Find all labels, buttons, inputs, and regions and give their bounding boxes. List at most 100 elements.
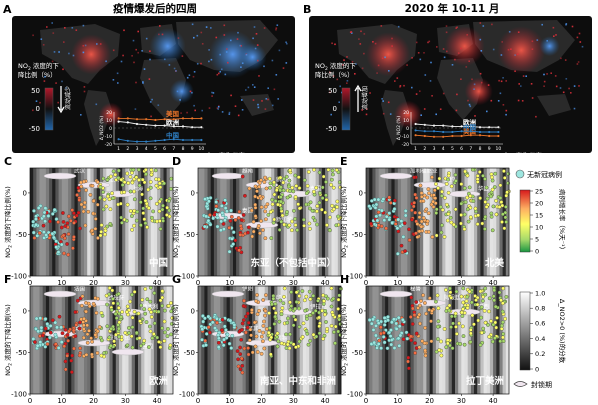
map-pixel xyxy=(39,101,41,104)
case-point xyxy=(117,326,121,331)
case-point xyxy=(302,217,306,222)
case-point xyxy=(287,223,292,228)
case-point xyxy=(292,314,296,319)
case-point xyxy=(111,169,116,174)
case-point xyxy=(461,286,466,291)
map-pixel xyxy=(191,91,193,94)
case-point xyxy=(382,218,387,223)
case-point xyxy=(407,238,412,242)
case-point xyxy=(336,307,340,311)
case-point xyxy=(75,298,80,303)
frac-background-column xyxy=(287,168,291,276)
frac-background-column xyxy=(318,286,323,394)
lockdown-period xyxy=(379,172,413,180)
case-point xyxy=(315,209,319,214)
case-point xyxy=(141,211,146,215)
map-pixel xyxy=(455,27,457,29)
region-label: 南亚、中东和非洲 xyxy=(260,375,336,387)
lockdown-period xyxy=(77,339,111,347)
case-point xyxy=(95,202,100,207)
map-pixel xyxy=(487,84,490,86)
case-point xyxy=(287,178,292,183)
case-point xyxy=(367,318,372,322)
case-point xyxy=(69,358,74,363)
case-point xyxy=(396,217,401,222)
inset-series-point xyxy=(478,130,482,134)
map-b-arrow-label: 流动增加 xyxy=(361,86,369,110)
map-pixel xyxy=(252,37,254,40)
case-point xyxy=(376,197,381,202)
inset-series-point xyxy=(200,126,203,129)
case-point xyxy=(390,220,395,225)
case-point xyxy=(335,199,340,204)
panel-letter-b: B xyxy=(303,3,311,16)
frac-background-column xyxy=(458,286,462,394)
case-point xyxy=(449,325,453,329)
case-point xyxy=(315,222,319,227)
case-point xyxy=(446,173,451,178)
case-point xyxy=(71,328,76,333)
case-point xyxy=(43,344,48,349)
case-point xyxy=(499,326,504,331)
inset-extra-label: → 人口密集程度 xyxy=(495,151,542,160)
case-point xyxy=(382,331,386,335)
case-point xyxy=(380,208,384,213)
case-point xyxy=(246,352,251,357)
map-pixel xyxy=(565,78,568,80)
case-point xyxy=(286,316,290,321)
case-point xyxy=(272,180,276,185)
inset-extra-label: → 人口密集程度 xyxy=(198,151,245,160)
case-point xyxy=(154,183,159,188)
case-point xyxy=(54,239,59,244)
case-point xyxy=(160,207,165,212)
inset-x-tick: 4 xyxy=(145,146,148,152)
case-point xyxy=(148,329,153,334)
case-point xyxy=(90,352,94,357)
case-point xyxy=(148,299,153,304)
map-pixel xyxy=(82,51,85,54)
case-point xyxy=(132,309,137,314)
case-point xyxy=(70,370,74,374)
inset-y-tick: -10 xyxy=(105,134,112,140)
map-pixel xyxy=(346,56,348,58)
map-panel-b: B 2020 年 10-11 月 NO2 浓度的下 降比例（%） 50 0 -5… xyxy=(303,2,592,160)
case-point xyxy=(224,328,228,332)
case-point xyxy=(97,325,102,329)
case-point xyxy=(144,320,149,324)
case-point xyxy=(375,218,380,223)
frac-background-column xyxy=(245,168,250,276)
case-point xyxy=(393,198,397,203)
case-point xyxy=(125,171,130,176)
case-point xyxy=(427,296,432,301)
map-pixel xyxy=(143,68,146,70)
case-point xyxy=(463,200,468,204)
x-tick-label: 40 xyxy=(321,397,330,405)
inset-series-point xyxy=(451,134,454,138)
case-point xyxy=(130,315,135,320)
map-pixel xyxy=(158,33,160,36)
case-point xyxy=(388,201,393,205)
frac-background-column xyxy=(331,168,336,276)
case-point xyxy=(475,302,480,307)
case-point xyxy=(478,343,483,347)
case-point xyxy=(53,342,58,346)
frac-background-column xyxy=(407,168,411,276)
y-tick-label: 0 xyxy=(359,189,363,197)
frac-background-column xyxy=(464,168,469,276)
case-point xyxy=(285,210,289,214)
case-point xyxy=(418,183,423,188)
case-point xyxy=(128,209,133,213)
map-pixel xyxy=(374,42,377,45)
case-point xyxy=(263,236,268,241)
frac-background-column xyxy=(432,286,437,394)
case-point xyxy=(251,229,256,234)
case-point xyxy=(143,198,148,203)
case-point xyxy=(304,294,309,299)
frac-tick-label: 0.2 xyxy=(535,350,545,358)
frac-background-column xyxy=(169,168,174,276)
case-point xyxy=(149,172,154,177)
case-point xyxy=(476,318,481,323)
case-point xyxy=(35,343,40,348)
case-point xyxy=(296,202,301,207)
